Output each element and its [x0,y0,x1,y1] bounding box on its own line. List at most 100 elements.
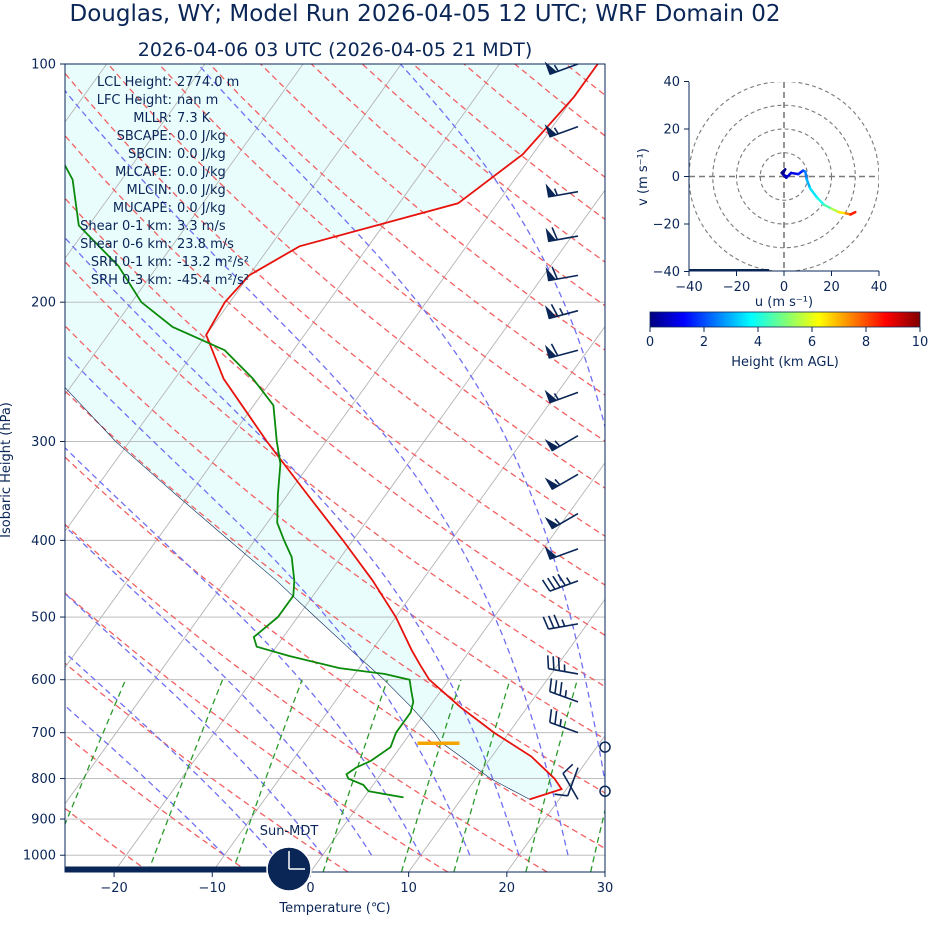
y-tick-label: 100 [31,58,56,73]
dry-adiabat-line [617,64,928,872]
stat-value: 0.0 J/kg [177,147,226,162]
stat-label: SRH 0-3 km: [91,273,172,288]
wind-barbs [543,63,610,799]
y-tick-label: 1000 [23,849,56,864]
isotherm-line [507,64,928,872]
dry-adiabat-line [566,64,928,872]
stat-value: 7.3 K [177,111,211,126]
wind-barb [546,267,578,281]
x-tick-label: −20 [100,881,127,896]
figure-subtitle: 2026-04-06 03 UTC (2026-04-05 21 MDT) [138,39,533,61]
y-tick-label: 600 [31,673,56,688]
wind-barb [546,436,578,451]
stat-value: 23.8 m/s [177,237,234,252]
stat-label: Shear 0-1 km: [80,219,172,234]
mixing-ratio-line [232,680,302,872]
colorbar-tick-label: 6 [808,335,816,350]
colorbar: 0 2 4 6 8 10 Height (km AGL) [646,312,928,370]
hodograph-y-tick-label: 0 [672,170,680,185]
colorbar-tick-label: 10 [912,335,928,350]
x-tick-label: 20 [499,881,516,896]
y-tick-label: 400 [31,534,56,549]
hodograph-y-tick-label: 20 [663,123,680,138]
figure-title: Douglas, WY; Model Run 2026-04-05 12 UTC… [70,1,781,27]
hodograph-segment [810,188,817,198]
dry-adiabat-line [515,64,928,872]
colorbar-tick-label: 4 [754,335,762,350]
mixing-ratio-line [323,680,387,872]
colorbar-ticks: 0 2 4 6 8 10 [646,327,928,350]
wind-barb [546,514,578,529]
wind-barb [543,574,578,591]
stat-label: MUCAPE: [113,201,172,216]
colorbar-tick-label: 8 [862,335,870,350]
stat-label: LFC Height: [97,93,172,108]
hodograph-axes: −40−40 −20 −20 0 0 20 20 40 40 [653,75,888,295]
mixing-ratio-line [148,680,223,872]
colorbar-tick-label: 2 [700,335,708,350]
x-tick-label: 10 [400,881,417,896]
stat-value: 0.0 J/kg [177,129,226,144]
hodograph-x-tick-label: 20 [823,280,840,295]
y-tick-label: 300 [31,435,56,450]
hodograph-y-tick-label: −40 [653,265,680,280]
stat-label: MLCAPE: [115,165,172,180]
skewt-y-axis: 1000 900 800 700 600 500 400 300 200 100 [23,58,65,864]
hodograph-segment [851,212,856,214]
stat-value: nan m [177,93,218,108]
skewt-x-axis-label: Temperature (℃) [278,901,390,916]
colorbar-label: Height (km AGL) [731,355,839,370]
stat-label: SBCIN: [128,147,172,162]
isotherm-line [605,64,928,872]
hodograph-y-tick-label: 40 [663,75,680,90]
sun-label: Sun-MDT [260,824,319,839]
hodograph-x-tick-label: 40 [871,280,888,295]
wind-barb [563,764,578,799]
hodograph-x-tick-label: −20 [723,280,750,295]
wind-barb [554,768,578,796]
hodograph-segment [807,179,811,189]
y-tick-label: 900 [31,813,56,828]
x-tick-label: 30 [597,881,614,896]
colorbar-tick-label: 0 [646,335,654,350]
wind-barb [546,126,578,137]
skewt-x-axis: −20 −10 0 10 20 30 [100,872,613,896]
y-tick-label: 800 [31,772,56,787]
wind-barb [550,678,578,702]
colorbar-gradient [650,312,920,327]
hodograph-y-tick-label: −20 [653,218,680,233]
wind-barb [546,344,578,358]
wind-barb [546,391,578,402]
y-tick-label: 200 [31,296,56,311]
hodograph-y-label: v (m s⁻¹) [636,148,651,206]
stat-value: 0.0 J/kg [177,201,226,216]
stat-label: SRH 0-1 km: [91,255,172,270]
y-tick-label: 500 [31,611,56,626]
mixing-ratio-line [638,680,682,872]
mixing-ratio-line [45,680,125,872]
stat-label: MLCIN: [127,183,172,198]
stat-value: 0.0 J/kg [177,183,226,198]
hodograph: −40−40 −20 −20 0 0 20 20 40 40 u (m s⁻¹) v (m s⁻… [636,75,887,310]
stat-value: 3.3 m/s [177,219,226,234]
stat-label: SBCAPE: [117,129,172,144]
stat-value: 0.0 J/kg [177,165,226,180]
wind-barb [546,304,578,318]
stat-value: -45.4 m²/s² [177,273,249,288]
x-tick-label: 0 [306,881,314,896]
hodograph-x-label: u (m s⁻¹) [755,295,813,310]
x-tick-label: −10 [199,881,226,896]
stat-label: MLLR: [133,111,172,126]
stat-label: LCL Height: [97,75,172,90]
hodograph-segment [817,198,824,205]
hodograph-x-tick-label: −40 [675,280,702,295]
hodograph-x-tick-label: 0 [780,280,788,295]
mixing-ratio-line [591,680,638,872]
wind-barb [546,474,578,489]
y-tick-label: 700 [31,726,56,741]
stat-label: Shear 0-6 km: [80,237,172,252]
skewt-y-axis-label: Isobaric Height (hPa) [0,402,14,538]
